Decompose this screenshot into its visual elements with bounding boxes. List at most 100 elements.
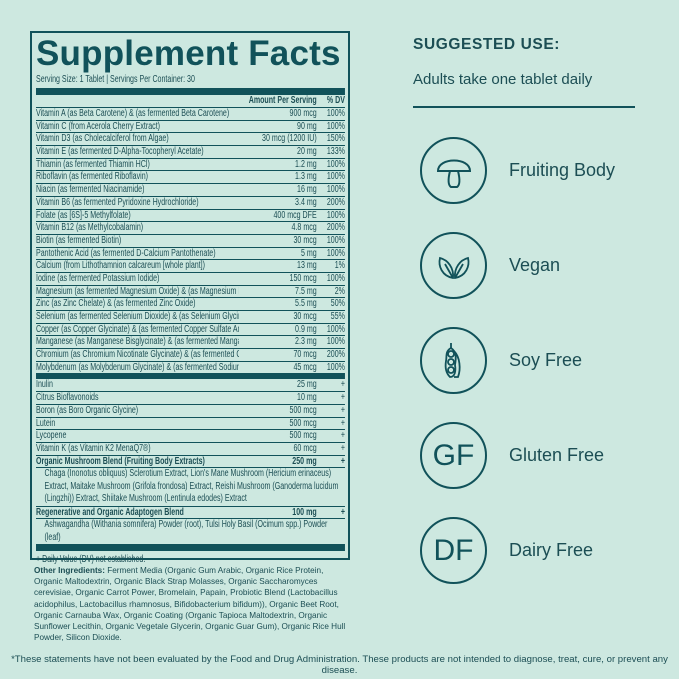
nutrient-amount: 150 mcg [289,272,317,284]
nutrient-amount: 5 mg [300,247,317,259]
nutrient-row: Niacin (as fermented Niacinamide) 16 mg 10… [36,184,345,197]
nutrient-amount: 900 mcg [289,108,317,119]
nutrient-amount: 45 mcg [293,361,317,373]
nutrient-amount: 60 mcg [293,442,317,454]
soybean-pod-icon [420,327,487,394]
nutrient-name: Inulin [36,379,53,391]
nutrient-row: Molybdenum (as Molybdenum Glycinate) & (… [36,362,345,375]
nutrient-row: Lycopene 500 mcg + [36,430,345,443]
nutrient-row: Biotin (as fermented Biotin) 30 mcg 100% [36,235,345,248]
nutrient-name: Magnesium (as fermented Magnesium Oxide)… [36,285,239,297]
nutrient-name: Biotin (as fermented Biotin) [36,234,122,246]
nutrient-dv: 100% [326,120,345,132]
nutrient-amount: 5.5 mg [295,298,317,310]
nutrient-row: Riboflavin (as fermented Riboflavin) 1.3 … [36,171,345,185]
nutrient-dv: 100% [326,209,345,221]
nutrient-dv: 1% [334,260,345,272]
nutrient-dv: 100% [326,184,345,196]
nutrient-dv: 100% [326,361,345,373]
other-ingredients-label: Other Ingredients: [34,566,105,575]
feature-soy-free: Soy Free [420,327,582,394]
nutrient-dv: + [340,442,345,454]
df-icon: DF [420,517,487,584]
nutrient-row: Vitamin D3 (as Cholecalciferol from Alga… [36,133,345,147]
nutrient-row: Boron (as Boro Organic Glycine) 500 mcg + [36,405,345,418]
nutrient-name: Niacin (as fermented Niacinamide) [36,184,145,196]
leaves-icon [420,232,487,299]
nutrient-row: Chromium (as Chromium Nicotinate Glycina… [36,349,345,362]
nutrient-amount: 25 mg [297,379,317,391]
nutrient-dv: + [340,417,345,429]
feature-label: Dairy Free [509,540,594,560]
nutrient-amount: 7.5 mg [295,285,317,297]
nutrient-amount: 2.3 mg [295,336,317,348]
nutrient-amount: 30 mcg (1200 IU) [262,133,317,145]
nutrient-amount: 500 mcg [289,430,317,442]
nutrient-name: Lycopene [36,430,67,442]
nutrient-amount: 13 mg [297,260,317,272]
feature-fruiting-body: Fruiting Body [420,137,615,204]
feature-label: Fruiting Body [509,160,616,180]
nutrient-row: Iodine (as fermented Potassium Iodide) 15… [36,273,345,286]
nutrient-dv: 200% [326,222,345,234]
nutrient-name: Boron (as Boro Organic Glycine) [36,404,139,416]
nutrient-amount: 1.3 mg [295,171,317,183]
adaptogen-blend-detail: Ashwagandha (Withania somnifera) Powder … [44,519,328,543]
dv-header: % DV [326,95,345,106]
nutrient-row: Selenium (as fermented Selenium Dioxide)… [36,311,345,324]
nutrient-amount: 90 mg [297,120,317,132]
nutrient-name: Vitamin D3 (as Cholecalciferol from Alga… [36,133,169,145]
nutrient-dv: 100% [326,272,345,284]
nutrient-dv: + [340,392,345,404]
nutrient-dv: 200% [326,349,345,361]
nutrient-name: Pantothenic Acid (as fermented D-Calcium… [36,247,216,259]
nutrient-row: Calcium (from Lithothamnion calcareum [w… [36,260,345,273]
nutrient-row: Lutein 500 mcg + [36,418,345,431]
nutrient-amount: 3.4 mg [295,196,317,208]
nutrient-amount: 30 mcg [293,234,317,246]
nutrient-name: Citrus Bioflavonoids [36,392,99,404]
nutrient-name: Chromium (as Chromium Nicotinate Glycina… [36,349,239,361]
nutrient-dv: 55% [330,311,345,322]
table-header: Amount Per Serving % DV [36,95,345,108]
nutrient-amount: 400 mcg DFE [273,209,317,221]
nutrient-row: Vitamin B12 (as Methylcobalamin) 4.8 mcg 2… [36,222,345,235]
other-ingredients: Other Ingredients: Ferment Media (Organi… [34,565,346,643]
feature-gluten-free: GF Gluten Free [420,422,604,489]
nutrient-name: Folate (as [6S]-5 Methylfolate) [36,209,131,221]
suggested-use-heading: SUGGESTED USE: [413,36,561,53]
nutrient-row: Vitamin C (from Acerola Cherry Extract) 9… [36,121,345,134]
nutrient-dv: 200% [326,196,345,208]
nutrient-row: Magnesium (as fermented Magnesium Oxide)… [36,286,345,299]
serving-info: Serving Size: 1 Tablet | Servings Per Co… [36,74,195,85]
nutrient-row: Vitamin A (as Beta Carotene) & (as ferme… [36,108,345,121]
nutrient-name: Vitamin A (as Beta Carotene) & (as ferme… [36,108,230,119]
nutrient-name: Vitamin B6 (as fermented Pyridoxine Hydr… [36,196,199,208]
feature-label: Vegan [509,255,561,275]
dv-footnote: + Daily Value (DV) not established. [36,554,146,566]
amount-header: Amount Per Serving [248,95,317,106]
nutrient-dv: 100% [326,108,345,119]
nutrient-name: Lutein [36,417,56,429]
nutrient-row: Zinc (as Zinc Chelate) & (as fermented Z… [36,298,345,311]
nutrient-dv: + [340,404,345,416]
feature-label: Gluten Free [509,445,605,465]
nutrient-name: Molybdenum (as Molybdenum Glycinate) & (… [36,361,239,373]
nutrient-amount: 10 mg [297,392,317,404]
nutrient-row: Thiamin (as fermented Thiamin HCl) 1.2 mg… [36,159,345,172]
nutrient-dv: 100% [326,323,345,335]
mushroom-blend-detail: Chaga (Inonotus obliquus) Sclerotium Ext… [36,468,345,507]
nutrient-row: Vitamin E (as fermented D-Alpha-Tocopher… [36,146,345,159]
divider-line [413,106,635,108]
nutrient-amount: 0.9 mg [295,323,317,335]
suggested-use-text: Adults take one tablet daily [413,71,593,88]
nutrient-dv: 100% [326,234,345,246]
nutrient-row: Vitamin K (as Vitamin K2 MenaQ7®) 60 mcg + [36,443,345,456]
nutrient-dv: 100% [326,158,345,170]
nutrient-name: Zinc (as Zinc Chelate) & (as fermented Z… [36,298,196,310]
facts-title: Supplement Facts [36,34,341,73]
nutrient-amount: 500 mcg [289,417,317,429]
divider-bar [36,88,345,95]
fda-disclaimer: *These statements have not been evaluate… [11,654,668,676]
nutrient-row: Pantothenic Acid (as fermented D-Calcium… [36,248,345,261]
